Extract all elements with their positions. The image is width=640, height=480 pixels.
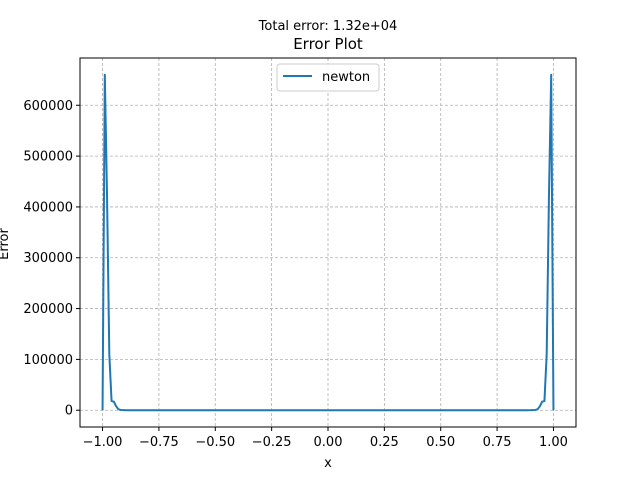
y-tick-label: 400000 [23,200,73,215]
newton-series-line [101,73,555,412]
x-tick-label: −0.25 [252,435,292,450]
x-tick-label: −0.75 [139,435,179,450]
x-tick-label: 0.25 [370,435,399,450]
x-axis-ticks: −1.00 −0.75 −0.50 −0.25 0.00 0.25 0.50 0.75 1.00 [83,427,568,450]
plot-area [101,73,555,412]
x-tick-label: −1.00 [83,435,123,450]
chart-suptitle: Total error: 1.32e+04 [258,19,398,34]
y-axis-ticks: 0 100000 200000 300000 400000 500000 600000 [23,99,80,419]
y-tick-label: 0 [65,404,73,419]
y-tick-label: 500000 [23,150,73,165]
y-tick-label: 200000 [23,302,73,317]
chart-title: Error Plot [293,35,363,53]
x-tick-label: 0.75 [483,435,512,450]
x-tick-label: 1.00 [539,435,568,450]
y-tick-label: 100000 [23,353,73,368]
legend-box [276,63,380,92]
y-tick-label: 600000 [23,99,73,114]
legend-newton-label: newton [322,70,370,85]
legend: newton [276,63,380,92]
x-axis-label: x [324,456,332,471]
x-tick-label: 0.00 [314,435,343,450]
y-axis-label: Error [0,228,12,260]
grid [80,58,576,427]
x-tick-label: 0.50 [426,435,455,450]
y-tick-label: 300000 [23,251,73,266]
x-tick-label: −0.50 [195,435,235,450]
